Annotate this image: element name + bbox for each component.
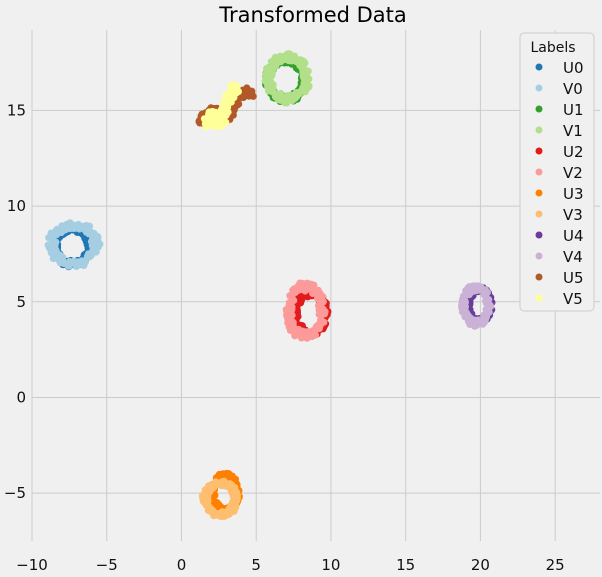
legend-label: V5 <box>563 290 583 308</box>
x-tick-label: 0 <box>177 556 187 574</box>
x-tick-label: 10 <box>321 556 340 574</box>
x-tick-label: 5 <box>251 556 261 574</box>
y-tick-label: 15 <box>7 101 26 119</box>
data-point <box>209 109 217 117</box>
series-V5 <box>200 81 242 131</box>
data-point <box>80 258 89 266</box>
data-point <box>232 494 240 502</box>
legend-box <box>519 32 595 312</box>
legend-marker <box>535 63 543 71</box>
legend-marker <box>535 252 543 260</box>
y-tick-label: −5 <box>4 484 26 502</box>
legend-marker <box>535 126 543 134</box>
y-tick-label: 10 <box>7 197 26 215</box>
data-point <box>302 70 310 78</box>
data-point <box>245 92 253 100</box>
data-point <box>220 112 228 120</box>
data-point <box>49 230 57 238</box>
data-point <box>300 75 308 83</box>
series-V4 <box>458 282 495 330</box>
data-point <box>226 94 234 103</box>
legend-label: V2 <box>563 164 583 182</box>
data-point <box>94 236 102 244</box>
legend-marker <box>535 105 543 113</box>
legend-marker <box>535 231 543 239</box>
legend-marker <box>535 210 543 218</box>
legend-label: V4 <box>563 248 583 266</box>
grid-lines <box>31 30 600 541</box>
data-point <box>268 71 276 79</box>
legend-label: U3 <box>563 185 584 203</box>
axis-ticks: −10 −5 0 5 10 15 20 25 −5 0 5 10 15 <box>4 101 565 574</box>
legend-label: U0 <box>563 59 584 77</box>
y-tick-label: 5 <box>16 293 26 311</box>
data-point <box>215 122 223 131</box>
x-tick-label: 25 <box>546 556 565 574</box>
legend-title: Labels <box>530 40 575 56</box>
x-tick-label: −5 <box>96 556 118 574</box>
data-point <box>485 300 493 308</box>
chart-title: Transformed Data <box>218 3 407 27</box>
legend-marker <box>535 84 543 92</box>
legend-label: U5 <box>563 269 584 287</box>
legend-marker <box>535 273 543 281</box>
data-point <box>204 117 212 125</box>
legend: Labels U0 V0 U1 V1 U2 V2 U3 V3 U4 V4 U5 V5 <box>519 32 595 312</box>
y-tick-label: 0 <box>16 388 26 406</box>
legend-label: V0 <box>563 80 583 98</box>
data-point <box>270 59 278 67</box>
legend-label: V1 <box>563 122 583 140</box>
data-point <box>321 308 329 316</box>
series-V3 <box>199 477 241 521</box>
x-tick-label: 20 <box>471 556 490 574</box>
data-point <box>239 93 248 102</box>
x-tick-label: 15 <box>396 556 415 574</box>
legend-label: U2 <box>563 143 584 161</box>
legend-label: U4 <box>563 227 584 245</box>
data-point <box>221 119 229 127</box>
legend-marker <box>535 147 543 155</box>
legend-marker <box>535 189 543 197</box>
legend-label: V3 <box>563 206 583 224</box>
x-tick-label: −10 <box>16 556 48 574</box>
legend-items: U0 V0 U1 V1 U2 V2 U3 V3 U4 V4 U5 V5 <box>535 59 584 308</box>
legend-marker <box>535 168 543 176</box>
series-V1 <box>261 50 313 107</box>
legend-label: U1 <box>563 101 584 119</box>
legend-marker <box>535 294 543 302</box>
series-V2 <box>282 279 329 342</box>
data-point <box>283 99 291 107</box>
data-point <box>231 88 239 96</box>
data-points <box>44 50 496 521</box>
data-point <box>291 331 299 339</box>
series-V0 <box>44 219 104 270</box>
